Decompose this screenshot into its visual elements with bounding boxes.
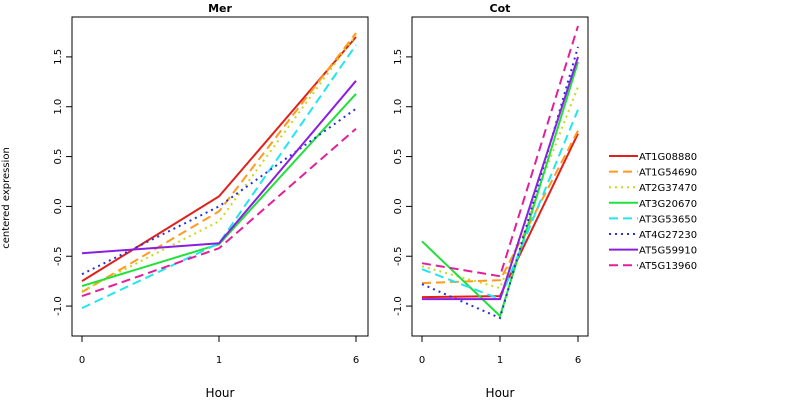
series-line-mer-at1g54690: [81, 32, 357, 293]
series-line-mer-at3g53650: [81, 44, 357, 310]
legend-label-at4g27230: AT4G27230: [639, 230, 697, 241]
legend-label-at5g13960: AT5G13960: [639, 261, 697, 272]
y-tick-label-mer: 1.0: [53, 99, 64, 115]
legend-label-at5g59910: AT5G59910: [639, 246, 697, 257]
legend-label-at2g37470: AT2G37470: [639, 183, 697, 194]
x-axis-label-mer: Hour: [206, 386, 235, 400]
x-tick-label-cot: 0: [419, 355, 425, 366]
x-axis-label-cot: Hour: [486, 386, 515, 400]
y-tick-label-cot: -0.5: [393, 246, 404, 266]
series-line-cot-at3g20670: [421, 61, 579, 318]
y-tick-label-mer: 0.5: [53, 149, 64, 165]
y-tick-label-cot: 1.5: [393, 49, 404, 65]
y-tick-label-cot: 1.0: [393, 99, 404, 115]
series-line-cot-at2g37470: [421, 86, 579, 290]
y-tick-label-cot: -1.0: [393, 296, 404, 316]
series-line-cot-at1g54690: [421, 130, 579, 285]
y-tick-label-cot: 0.0: [393, 198, 404, 214]
series-line-cot-at5g59910: [422, 56, 579, 301]
y-tick-label-mer: -1.0: [53, 296, 64, 316]
x-tick-label-mer: 1: [216, 355, 222, 366]
x-tick-label-cot: 6: [575, 355, 581, 366]
y-axis-label: centered expression: [1, 147, 12, 249]
y-tick-label-mer: 0.0: [53, 198, 64, 214]
legend-label-at1g54690: AT1G54690: [639, 168, 697, 179]
y-tick-label-mer: -0.5: [53, 246, 64, 266]
series-line-mer-at2g37470: [81, 34, 357, 292]
x-tick-label-mer: 6: [353, 355, 359, 366]
panel-title-cot: Cot: [490, 2, 511, 15]
x-tick-label-mer: 0: [79, 355, 85, 366]
y-tick-label-cot: 0.5: [393, 149, 404, 165]
legend-label-at3g53650: AT3G53650: [639, 214, 697, 225]
series-line-mer-at5g13960: [81, 127, 357, 298]
series-line-cot-at5g13960: [421, 25, 579, 278]
series-line-mer-at3g20670: [81, 93, 357, 288]
legend-label-at3g20670: AT3G20670: [639, 199, 697, 210]
series-line-cot-at4g27230: [421, 46, 579, 320]
legend-label-at1g08880: AT1G08880: [639, 152, 697, 163]
series-line-mer-at1g08880: [81, 36, 357, 282]
panel-title-mer: Mer: [208, 2, 232, 15]
series-line-mer-at5g59910: [81, 80, 357, 255]
y-tick-label-mer: 1.5: [53, 49, 64, 65]
series-line-mer-at4g27230: [81, 107, 357, 276]
plot-frame-cot: [411, 16, 589, 337]
plot-frame-mer: [71, 16, 369, 337]
x-tick-label-cot: 1: [497, 355, 503, 366]
